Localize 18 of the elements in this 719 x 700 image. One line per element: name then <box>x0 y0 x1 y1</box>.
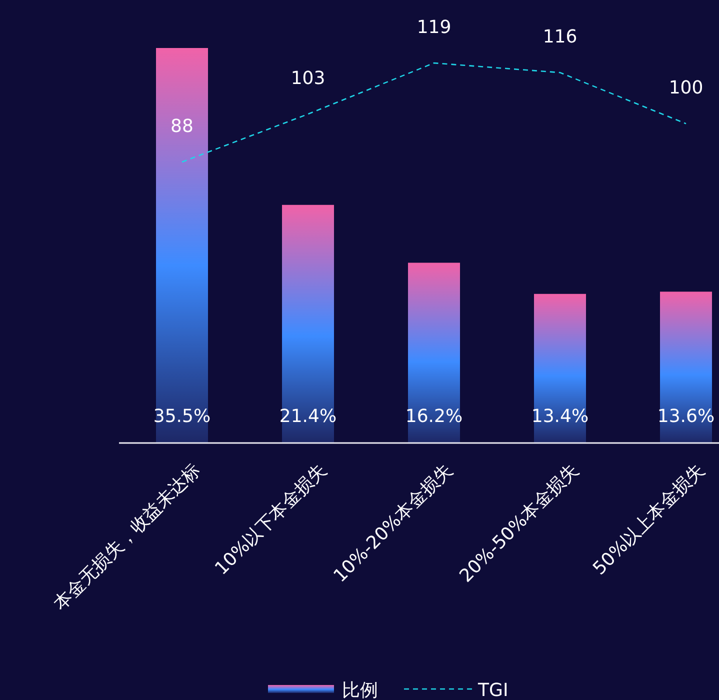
x-tick-label: 本金无损失，收益未达标 <box>50 460 205 615</box>
bar <box>282 204 334 443</box>
bar <box>156 48 208 443</box>
legend-label: 比例 <box>342 680 378 700</box>
legend-label: TGI <box>477 680 508 700</box>
data-label: 35.5% <box>153 406 211 427</box>
data-label: 16.2% <box>405 406 463 427</box>
data-label: 103 <box>290 68 326 90</box>
bar <box>660 292 712 443</box>
data-label: 100 <box>668 78 704 99</box>
data-label: 13.4% <box>531 406 589 427</box>
data-label: 88 <box>170 116 194 137</box>
data-label: 21.4% <box>279 406 337 427</box>
bar <box>408 262 460 443</box>
data-label: 119 <box>416 17 452 38</box>
data-label: 116 <box>542 26 578 48</box>
bar <box>534 294 586 443</box>
data-label: 13.6% <box>657 406 715 427</box>
